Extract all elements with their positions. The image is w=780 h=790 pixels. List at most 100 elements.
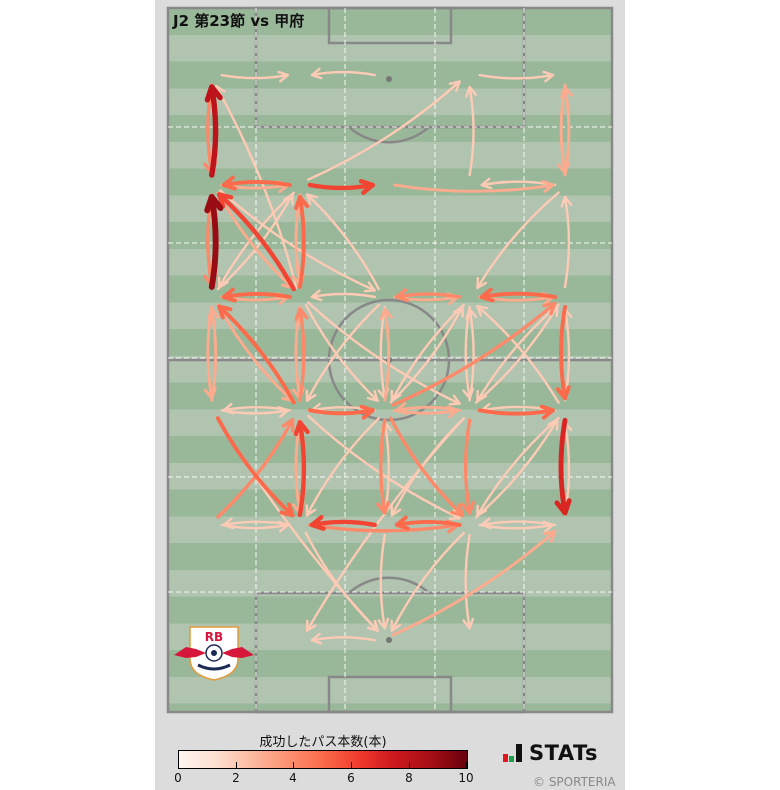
tick-label: 4 [289,771,297,785]
pass-arrow-M2c-L3 [221,287,292,303]
pass-arrow-L3-L2 [204,194,224,290]
pass-arrow-M4d-M3d [395,402,462,415]
arrow-head [554,498,572,516]
pass-arrow-M3d-M2e [305,417,381,517]
pass-arrow-M3f-R5 [391,529,557,637]
pass-line [395,292,462,299]
tick-label: 8 [405,771,413,785]
arrow-head [305,193,318,206]
pass-line [463,418,472,515]
pass-line [391,529,557,637]
pass-arrow-M3d-M4c [389,305,464,404]
pass-line [390,303,465,402]
pass-line [379,418,387,515]
pass-arrow-M4a-R1 [478,70,555,83]
pass-arrow-M4c-M3c [395,288,462,303]
arrow-head [358,179,375,195]
pass-arrow-M3c-M2d [305,303,380,402]
arrow-head [310,289,323,302]
pass-arrow-R5-M4e [480,517,557,530]
pass-arrow-M3d-R3 [391,301,557,407]
pass-line [221,291,292,299]
pass-arrow-L2-L1 [204,84,223,178]
pass-arrow-M2d-L3 [217,304,296,405]
tick-mark [236,762,237,768]
pass-line [220,409,290,415]
arrow-head [293,420,310,437]
pass-arrow-R3-R4 [555,305,571,401]
pass-arrow-L2-M3c [218,189,376,293]
pass-arrow-M2d-M2c [294,307,309,402]
pass-arrow-M4d-M2f [305,417,465,632]
pass-line [464,305,471,400]
pass-arrow-M2b-L2 [221,175,292,191]
arrow-head [294,195,310,211]
tick-mark [409,762,410,768]
pass-line [474,304,559,404]
arrow-head [547,418,559,431]
pass-arrow-M3b-R2 [393,180,555,193]
pass-line [477,408,555,416]
pass-line [394,520,462,527]
pass-arrow-R2-M4c [476,191,560,290]
pass-line [305,417,381,517]
arrow-head [310,67,323,80]
arrow-head [217,276,229,289]
chart-title: J2 第23節 vs 甲府 [173,12,305,30]
pass-line [305,193,380,291]
arrow-head [542,70,555,83]
pass-line [393,183,555,193]
arrow-head [448,80,461,93]
arrow-head [560,195,573,208]
pass-arrow-M2e-L5 [222,517,292,530]
arrow-head [221,175,237,191]
arrow-head [395,288,410,303]
tick-mark [466,762,467,768]
arrow-head [479,287,495,303]
arrow-head [480,517,493,530]
pass-line [217,304,296,405]
pass-arrow-M4b-M4a [465,85,478,177]
pass-line [391,301,557,407]
pass-arrow-R3-M4c [479,287,557,303]
pass-line [389,416,465,517]
top-penalty-spot [386,76,392,82]
pass-line [214,85,298,289]
pass-arrow-M4e-R4 [474,418,559,519]
pass-arrow-M4c-M4d [462,305,475,400]
pass-line [310,70,376,77]
arrow-head [281,418,295,433]
pass-line [309,519,377,528]
pass-arrow-M4d-R4 [477,404,555,420]
pass-line [222,520,292,527]
top-penalty-arc [348,126,430,144]
pass-arrow-L5-M2d [216,418,295,519]
tick-label: 2 [232,771,240,785]
pass-arrow-R4-M4c [476,304,560,404]
pass-arrow-M4e-M3e [394,515,462,531]
pass-arrow-R4-R5 [554,417,572,516]
arrow-head [359,404,375,420]
arrow-head [279,502,295,518]
pitch [166,6,614,714]
pass-arrow-M2e-M2d [293,420,310,518]
bottom-goal-area [327,675,453,714]
pass-arrow-M2e-M3f [304,531,379,632]
pass-arrow-M2b-M4a [307,80,461,181]
arrow-head [366,619,379,632]
arrow-head [222,517,235,530]
pass-line [305,417,465,632]
arrow-head [216,192,234,209]
pass-arrow-M2c-L2 [216,192,296,292]
top-goal-area [327,6,453,45]
arrow-head [221,287,237,303]
tick-mark [178,762,179,768]
arrow-head [204,194,224,214]
arrow-head [277,70,290,83]
arrow-head [377,617,390,630]
pass-arrow-L4-M2d [220,406,290,418]
bottom-penalty-spot [386,637,392,643]
arrow-head [309,514,326,531]
arrow-head [379,307,393,321]
arrow-head [462,387,475,400]
